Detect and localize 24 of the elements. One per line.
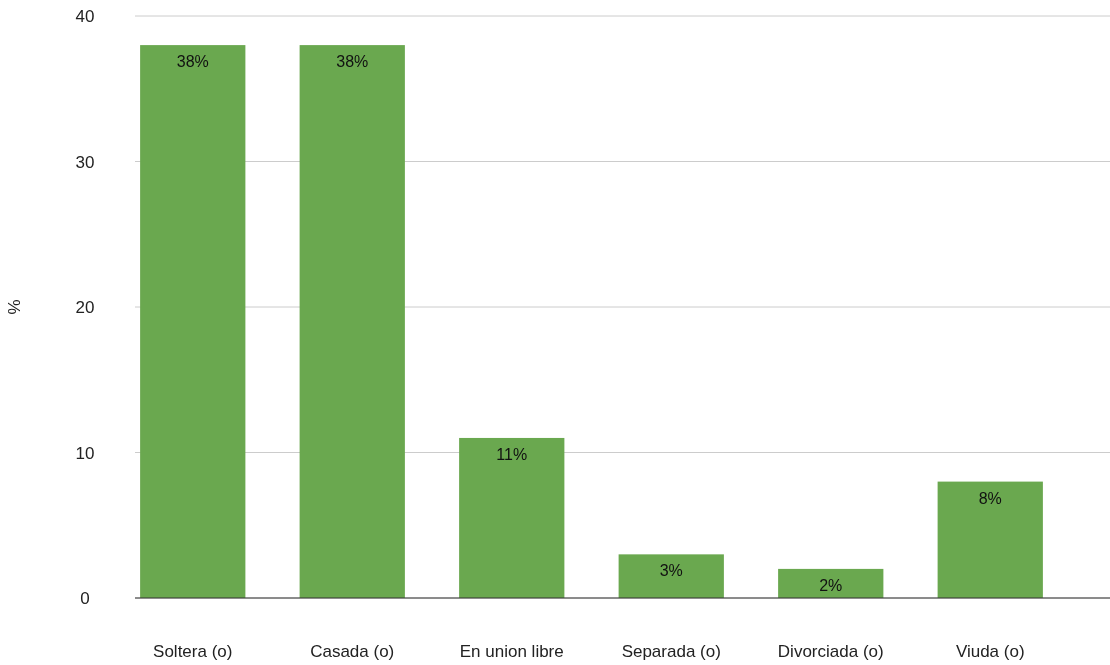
bar <box>140 45 246 598</box>
bar <box>937 481 1043 598</box>
y-tick-label: 40 <box>75 7 95 26</box>
y-tick-label: 20 <box>75 298 95 317</box>
y-tick-label: 0 <box>80 589 90 608</box>
x-tick-label: Viuda (o) <box>955 642 1025 661</box>
data-label: 8% <box>978 489 1002 507</box>
data-label: 2% <box>819 576 843 594</box>
x-tick-label: Divorciada (o) <box>777 642 884 661</box>
bar <box>618 554 724 598</box>
bar <box>459 437 565 598</box>
bar <box>778 568 884 598</box>
x-tick-label: Casada (o) <box>310 642 395 661</box>
bar <box>299 45 405 598</box>
x-tick-label: En union libre <box>459 642 564 661</box>
y-tick-label: 30 <box>75 152 95 172</box>
data-label: 11% <box>496 445 528 463</box>
y-axis-title: % <box>5 299 24 315</box>
x-tick-label: Separada (o) <box>621 642 721 661</box>
data-label: 3% <box>659 562 683 580</box>
data-label: 38% <box>176 53 209 71</box>
y-tick-label: 10 <box>75 443 95 463</box>
data-label: 38% <box>336 53 369 71</box>
x-tick-label: Soltera (o) <box>153 642 233 661</box>
